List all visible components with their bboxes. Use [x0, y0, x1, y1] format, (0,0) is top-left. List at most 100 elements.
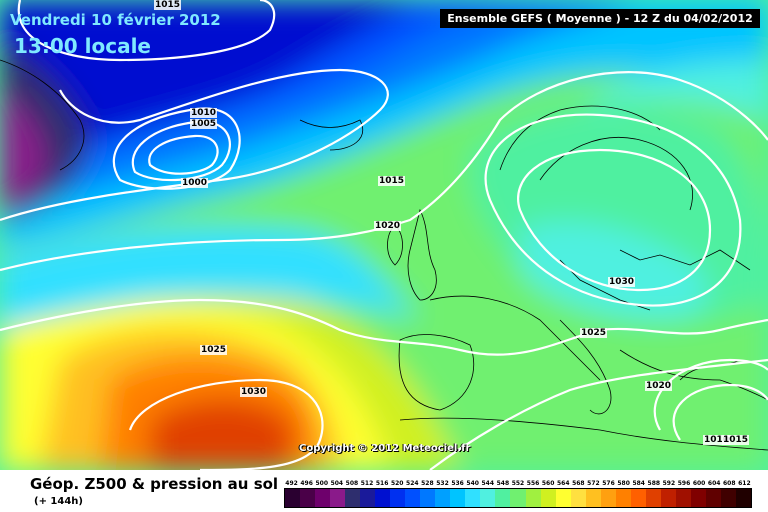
legend-swatch	[495, 489, 511, 507]
legend-tick: 532	[436, 480, 449, 487]
map-canvas	[0, 0, 768, 470]
legend-tick: 612	[738, 480, 751, 487]
legend-swatch	[480, 489, 496, 507]
legend-tick: 552	[511, 480, 525, 487]
legend-swatch	[540, 489, 556, 507]
isobar-1000	[148, 134, 219, 175]
legend-swatch	[300, 489, 316, 507]
isobar-label: 1015	[722, 435, 750, 445]
legend-swatch	[690, 489, 706, 507]
legend-swatch	[525, 489, 541, 507]
isobar-label: 1010	[190, 108, 218, 118]
legend-swatch	[345, 489, 361, 507]
legend-tick: 596	[677, 480, 691, 487]
legend-tick: 512	[360, 480, 374, 487]
legend-tick: 564	[556, 480, 570, 487]
coastlines	[0, 59, 768, 451]
legend-swatch	[285, 489, 301, 507]
legend-tick: 500	[315, 480, 328, 487]
isobar-label: 1020	[645, 381, 673, 391]
isobar-label: 1005	[190, 119, 218, 129]
legend-tick: 560	[541, 480, 555, 487]
legend-swatches	[284, 488, 752, 508]
legend-tick: 580	[617, 480, 630, 487]
legend-tick: 528	[421, 480, 434, 487]
valid-time: 13:00 locale	[14, 34, 151, 58]
isobar-label: 1030	[240, 387, 268, 397]
legend-tick: 520	[390, 480, 404, 487]
isobar-label: 1030	[608, 277, 636, 287]
legend-tick: 584	[632, 480, 645, 487]
isobar-1015-atlantic	[0, 68, 389, 222]
legend-swatch	[660, 489, 676, 507]
legend-swatch	[330, 489, 346, 507]
isobar-1020-south	[429, 358, 768, 470]
legend-tick-labels: 492 496 500 504 508 512 516 520 524 528 532 536 540 5…	[284, 480, 752, 487]
copyright: Copyright © 2012 Meteociel.fr	[299, 443, 471, 454]
legend-swatch	[600, 489, 616, 507]
isobar-label: 1010	[703, 435, 731, 445]
legend-tick: 524	[406, 480, 419, 487]
isobar-label: 1025	[200, 345, 228, 355]
isobar-1015-north	[17, 0, 276, 62]
legend-tick: 556	[526, 480, 540, 487]
legend-swatch	[390, 489, 406, 507]
legend-tick: 516	[375, 480, 389, 487]
legend-swatch	[675, 489, 691, 507]
legend-swatch	[405, 489, 421, 507]
legend-swatch	[720, 489, 736, 507]
legend-swatch	[570, 489, 586, 507]
weather-map: 1015 1010 1005 1000 1015 1020 1025 1030 …	[0, 0, 768, 470]
legend-swatch	[645, 489, 661, 507]
isobar-1010-se	[672, 383, 768, 441]
legend-tick: 508	[345, 480, 359, 487]
run-info: Ensemble GEFS ( Moyenne ) - 12 Z du 04/0…	[440, 9, 760, 28]
legend-tick: 592	[662, 480, 676, 487]
isobar-label: 1020	[374, 221, 402, 231]
isobar-label: 1015	[154, 0, 182, 10]
legend-tick: 548	[496, 480, 510, 487]
isobar-1020-north	[0, 71, 768, 272]
isobar-1010	[112, 107, 241, 190]
legend-swatch	[360, 489, 376, 507]
legend-tick: 568	[572, 480, 585, 487]
forecast-range: (+ 144h)	[34, 496, 83, 507]
legend-tick: 608	[723, 480, 736, 487]
color-scale-legend: 492 496 500 504 508 512 516 520 524 528 532 536 540 5…	[284, 480, 752, 508]
legend-tick: 600	[692, 480, 706, 487]
legend-swatch	[315, 489, 331, 507]
valid-date: Vendredi 10 février 2012	[10, 11, 221, 29]
legend-tick: 588	[647, 480, 661, 487]
legend-swatch	[735, 489, 751, 507]
legend-tick: 604	[707, 480, 721, 487]
legend-tick: 544	[481, 480, 495, 487]
product-title: Géop. Z500 & pression au sol	[30, 475, 279, 493]
isobars	[0, 0, 768, 470]
isobar-label: 1025	[580, 328, 608, 338]
isobar-label: 1000	[181, 178, 209, 188]
isobar-1025-europe	[484, 113, 742, 307]
legend-swatch	[435, 489, 451, 507]
isobar-1015-se	[653, 358, 768, 431]
legend-tick: 576	[602, 480, 615, 487]
legend-swatch	[705, 489, 721, 507]
legend-tick: 492	[285, 480, 298, 487]
isobar-label: 1015	[378, 176, 406, 186]
isobar-1030-europe	[517, 148, 712, 292]
legend-tick: 504	[330, 480, 344, 487]
legend-tick: 536	[451, 480, 464, 487]
legend-swatch	[585, 489, 601, 507]
geopotential-field	[0, 0, 768, 470]
legend-swatch	[615, 489, 631, 507]
legend-swatch	[450, 489, 466, 507]
legend-swatch	[630, 489, 646, 507]
legend-tick: 572	[587, 480, 600, 487]
isobar-1030-south	[128, 378, 324, 470]
legend-swatch	[420, 489, 436, 507]
legend-swatch	[510, 489, 526, 507]
legend-tick: 540	[466, 480, 479, 487]
legend-swatch	[465, 489, 481, 507]
isobar-1025-south	[0, 298, 768, 356]
legend-swatch	[555, 489, 571, 507]
legend-tick: 496	[300, 480, 313, 487]
